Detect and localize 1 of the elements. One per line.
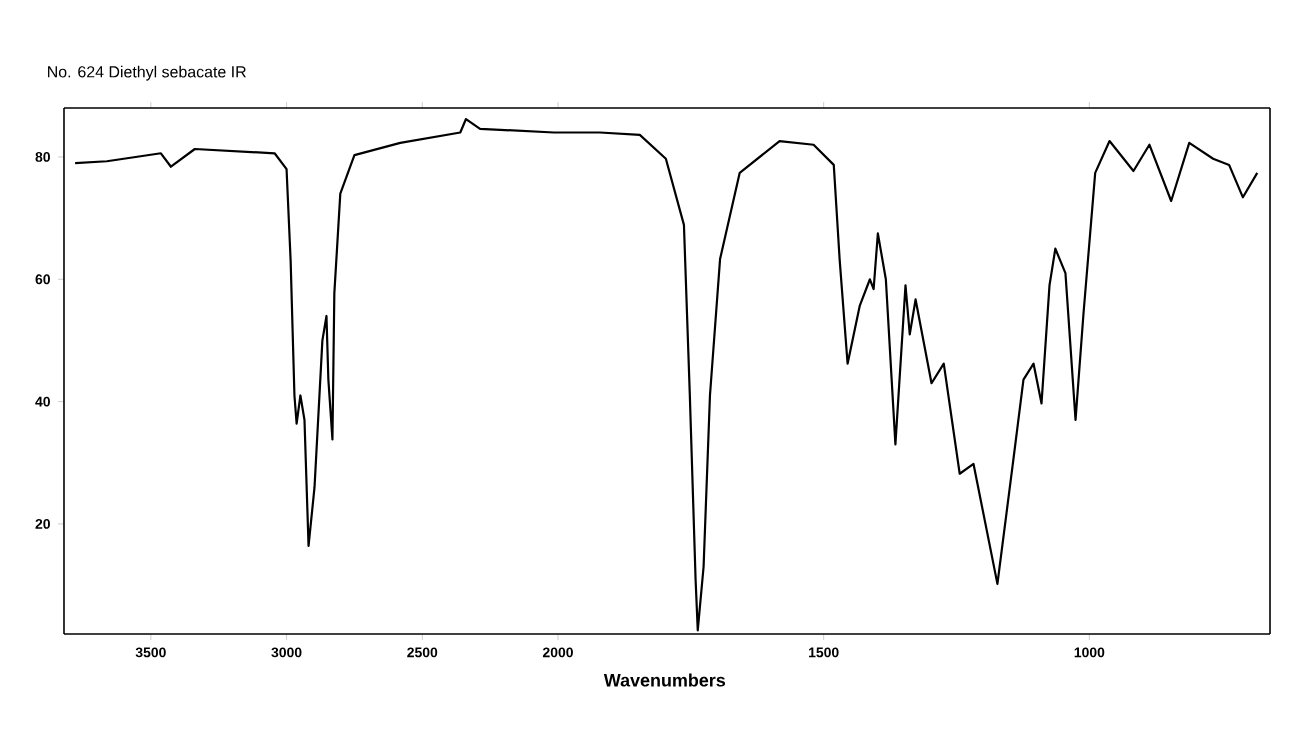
x-axis-title: Wavenumbers xyxy=(603,673,726,687)
